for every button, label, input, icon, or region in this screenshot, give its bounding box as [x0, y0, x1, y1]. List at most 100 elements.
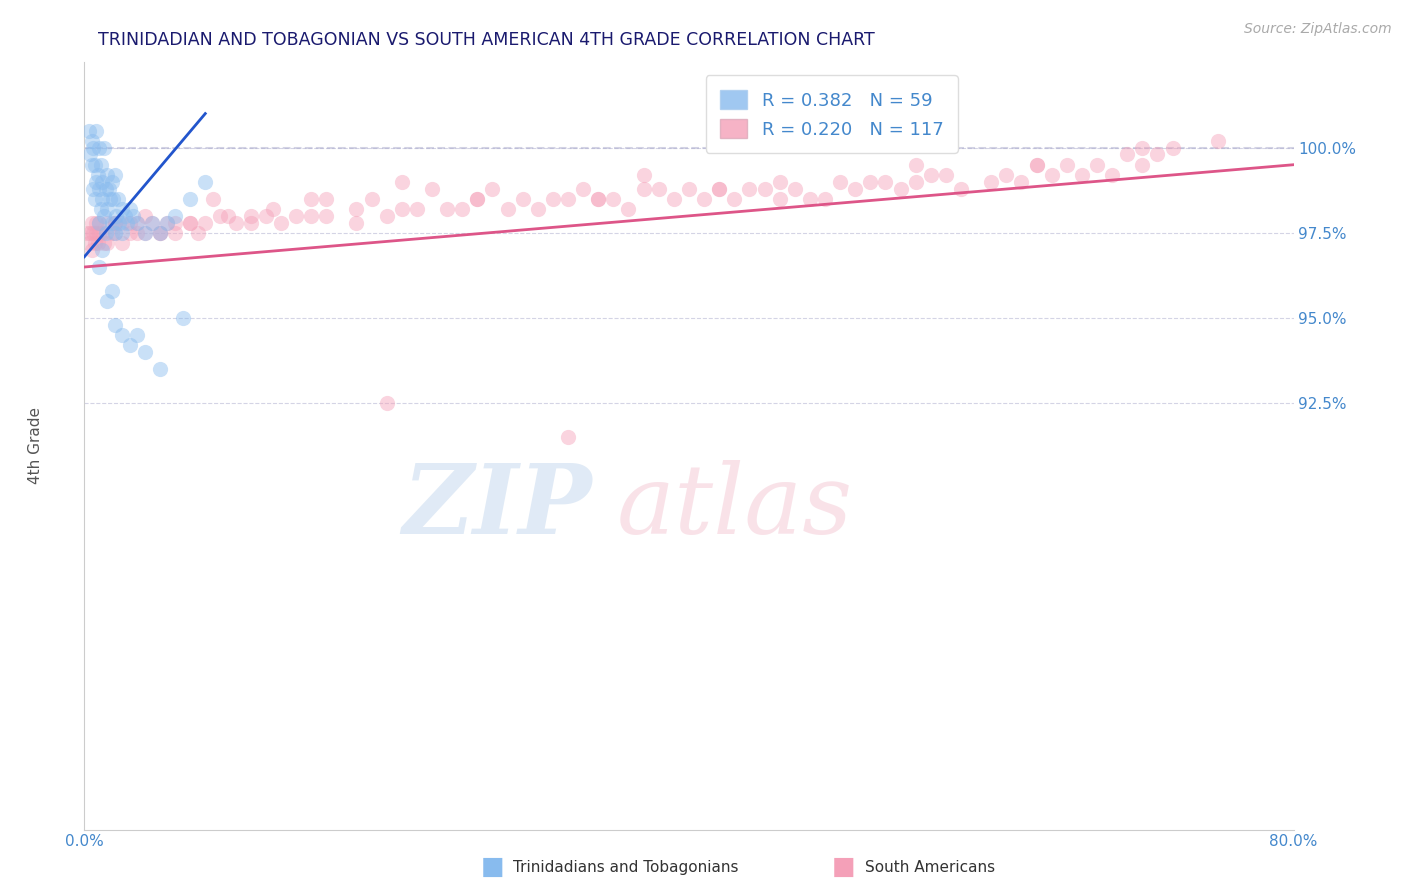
Point	[1206, 134, 1229, 148]
Point	[82, 141, 104, 155]
Point	[1101, 168, 1123, 182]
Point	[814, 192, 837, 206]
Point	[299, 192, 322, 206]
Point	[100, 216, 122, 230]
Point	[96, 294, 118, 309]
Point	[875, 175, 897, 189]
Point	[588, 192, 610, 206]
Point	[149, 226, 172, 240]
Point	[77, 236, 100, 251]
Point	[420, 181, 443, 195]
Point	[769, 192, 792, 206]
Point	[111, 226, 134, 240]
Point	[436, 202, 458, 216]
Point	[315, 192, 337, 206]
Point	[1011, 175, 1033, 189]
Point	[89, 141, 111, 155]
Point	[89, 181, 111, 195]
Point	[467, 192, 489, 206]
Point	[91, 243, 114, 257]
Point	[104, 226, 127, 240]
Point	[91, 192, 114, 206]
Point	[201, 192, 224, 206]
Point	[111, 202, 134, 216]
Text: Source: ZipAtlas.com: Source: ZipAtlas.com	[1244, 22, 1392, 37]
Point	[541, 192, 564, 206]
Point	[451, 202, 474, 216]
Point	[179, 192, 201, 206]
Point	[391, 202, 413, 216]
Legend: R = 0.382   N = 59, R = 0.220   N = 117: R = 0.382 N = 59, R = 0.220 N = 117	[706, 75, 957, 153]
Point	[217, 209, 239, 223]
Point	[94, 226, 117, 240]
Point	[194, 175, 217, 189]
Point	[481, 181, 503, 195]
Point	[97, 181, 120, 195]
Point	[557, 430, 579, 444]
Point	[935, 168, 957, 182]
Point	[127, 328, 149, 343]
Point	[134, 226, 156, 240]
Point	[270, 216, 292, 230]
Point	[769, 175, 792, 189]
Point	[111, 236, 134, 251]
Point	[118, 226, 141, 240]
Point	[617, 202, 640, 216]
Point	[648, 181, 671, 195]
Point	[1116, 147, 1139, 161]
Point	[1025, 158, 1047, 172]
Point	[172, 311, 194, 326]
Point	[93, 236, 115, 251]
Point	[101, 192, 124, 206]
Point	[141, 216, 163, 230]
Point	[86, 175, 108, 189]
Text: Trinidadians and Tobagonians: Trinidadians and Tobagonians	[513, 860, 738, 874]
Point	[77, 123, 100, 137]
Point	[86, 123, 108, 137]
Point	[678, 181, 700, 195]
Point	[602, 192, 624, 206]
Point	[1056, 158, 1078, 172]
Point	[149, 362, 172, 376]
Point	[80, 134, 103, 148]
Point	[980, 175, 1002, 189]
Point	[134, 226, 156, 240]
Point	[121, 209, 143, 223]
Point	[94, 181, 117, 195]
Point	[165, 209, 187, 223]
Point	[134, 345, 156, 359]
Point	[557, 192, 579, 206]
Point	[89, 216, 111, 230]
Point	[527, 202, 550, 216]
Point	[86, 216, 108, 230]
Point	[90, 158, 112, 172]
Point	[662, 192, 685, 206]
Point	[91, 175, 114, 189]
Point	[149, 226, 172, 240]
Point	[84, 236, 107, 251]
Point	[91, 226, 114, 240]
Point	[783, 181, 806, 195]
Text: South Americans: South Americans	[865, 860, 995, 874]
Point	[1146, 147, 1168, 161]
Text: 4th Grade: 4th Grade	[28, 408, 44, 484]
Point	[100, 284, 122, 298]
Point	[86, 226, 108, 240]
Point	[406, 202, 429, 216]
Point	[844, 181, 866, 195]
Point	[799, 192, 821, 206]
Point	[754, 181, 776, 195]
Point	[285, 209, 308, 223]
Point	[209, 209, 232, 223]
Point	[1025, 158, 1047, 172]
Point	[80, 243, 103, 257]
Point	[165, 216, 187, 230]
Point	[360, 192, 382, 206]
Point	[194, 216, 217, 230]
Point	[346, 202, 368, 216]
Point	[904, 175, 927, 189]
Point	[830, 175, 852, 189]
Point	[114, 209, 136, 223]
Point	[93, 209, 115, 223]
Point	[108, 216, 131, 230]
